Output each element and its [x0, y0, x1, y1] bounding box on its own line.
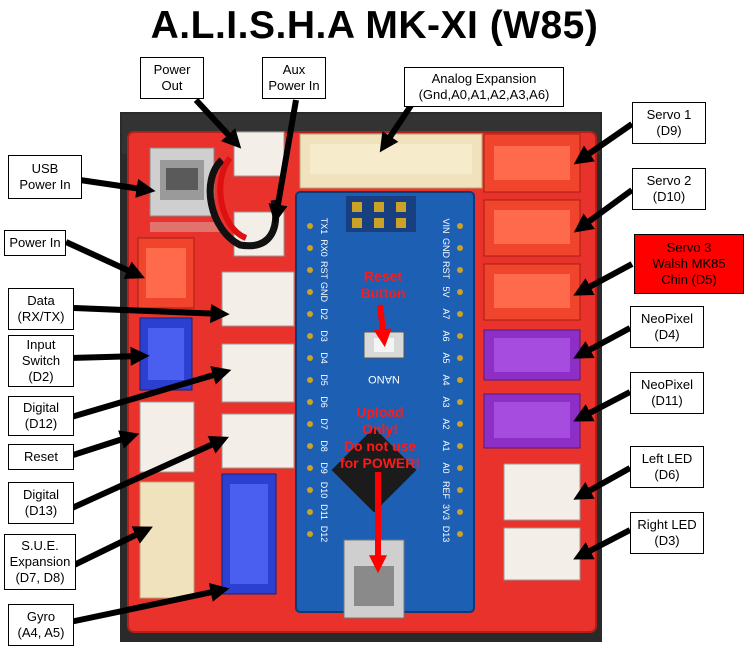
nano-pin-label: A1: [441, 440, 451, 451]
nano-pin-label: GND: [441, 238, 451, 259]
nano-pin-label: RST: [319, 261, 329, 280]
nano-pin-label: TX1: [319, 218, 329, 235]
label-analog-expansion: Analog Expansion (Gnd,A0,A1,A2,A3,A6): [404, 67, 564, 107]
label-power-in: Power In: [4, 230, 66, 256]
data-connector: [221, 271, 295, 327]
nano-pin-label: D2: [319, 308, 329, 320]
label-aux-power-in: Aux Power In: [262, 57, 326, 99]
nano-pin-label: D4: [319, 352, 329, 364]
nano-pin-label: REF: [441, 481, 451, 500]
nano-pin-labels-right: VIN GND RST 5V A7 A6 A5 A4 A3 A2 A1 A0 REF 3V3 D13: [441, 218, 451, 542]
label-digital-d12: Digital (D12): [8, 396, 74, 436]
label-digital-d13: Digital (D13): [8, 482, 74, 524]
label-data: Data (RX/TX): [8, 288, 74, 330]
pointer-arrows: [64, 97, 634, 625]
label-neopixel-d4: NeoPixel (D4): [630, 306, 704, 348]
d12-connector: [221, 343, 295, 403]
nano-pin-label: D9: [319, 462, 329, 474]
nano-pin-label: RX0: [319, 239, 329, 257]
nano-pin-label: D13: [441, 526, 451, 543]
nano-pin-label: GND: [319, 282, 329, 303]
nano-pin-label: A5: [441, 352, 451, 363]
nano-pin-label: A7: [441, 308, 451, 319]
nano-pin-label: D5: [319, 374, 329, 386]
label-sue-expansion: S.U.E. Expansion (D7, D8): [4, 534, 76, 590]
nano-header-pins: [307, 223, 463, 537]
label-power-out: Power Out: [140, 57, 204, 99]
label-reset: Reset: [8, 444, 74, 470]
power-out-connector: [233, 131, 285, 177]
nano-pin-label: 3V3: [441, 504, 451, 520]
label-usb-power-in: USB Power In: [8, 155, 82, 199]
left-led-connector: [503, 463, 581, 521]
page-title: A.L.I.S.H.A MK-XI (W85): [150, 4, 599, 47]
nano-pin-label: A4: [441, 374, 451, 385]
red-arrows: [369, 304, 392, 574]
nano-pin-label: D11: [319, 504, 329, 520]
nano-pin-labels-left: TX1 RX0 RST GND D2 D3 D4 D5 D6 D7 D8 D9 D10 D11 D12: [319, 218, 329, 543]
label-input-switch: Input Switch (D2): [8, 335, 74, 387]
reset-connector: [139, 401, 195, 473]
label-servo3: Servo 3 Walsh MK85 Chin (D5): [634, 234, 744, 294]
nano-pin-label: D10: [319, 482, 329, 499]
nano-pin-label: D3: [319, 330, 329, 342]
nano-pin-label: D6: [319, 396, 329, 408]
label-left-led: Left LED (D6): [630, 446, 704, 488]
nano-pin-label: A0: [441, 462, 451, 473]
note-reset-button: Reset Button: [360, 268, 406, 301]
label-servo2: Servo 2 (D10): [632, 168, 706, 210]
label-servo1: Servo 1 (D9): [632, 102, 706, 144]
nano-pin-label: RST: [441, 261, 451, 280]
nano-pin-label: A2: [441, 418, 451, 429]
nano-pin-label: A3: [441, 396, 451, 407]
nano-label: NANO: [368, 373, 400, 385]
nano-pin-label: D8: [319, 440, 329, 452]
nano-pin-label: D7: [319, 418, 329, 430]
nano-pin-label: VIN: [441, 218, 451, 233]
label-right-led: Right LED (D3): [630, 512, 704, 554]
d13-connector: [221, 413, 295, 469]
nano-pin-label: A6: [441, 330, 451, 341]
label-gyro: Gyro (A4, A5): [8, 604, 74, 646]
note-upload-only: Upload Only! Do not use for POWER!: [339, 404, 421, 471]
mcu-chip: [331, 427, 417, 513]
right-led-connector: [503, 527, 581, 581]
nano-pin-label: 5V: [441, 286, 451, 297]
icsp-header: [346, 196, 416, 232]
sue-expansion-connector: [139, 481, 195, 599]
label-neopixel-d11: NeoPixel (D11): [630, 372, 704, 414]
nano-pin-label: D12: [319, 526, 329, 543]
